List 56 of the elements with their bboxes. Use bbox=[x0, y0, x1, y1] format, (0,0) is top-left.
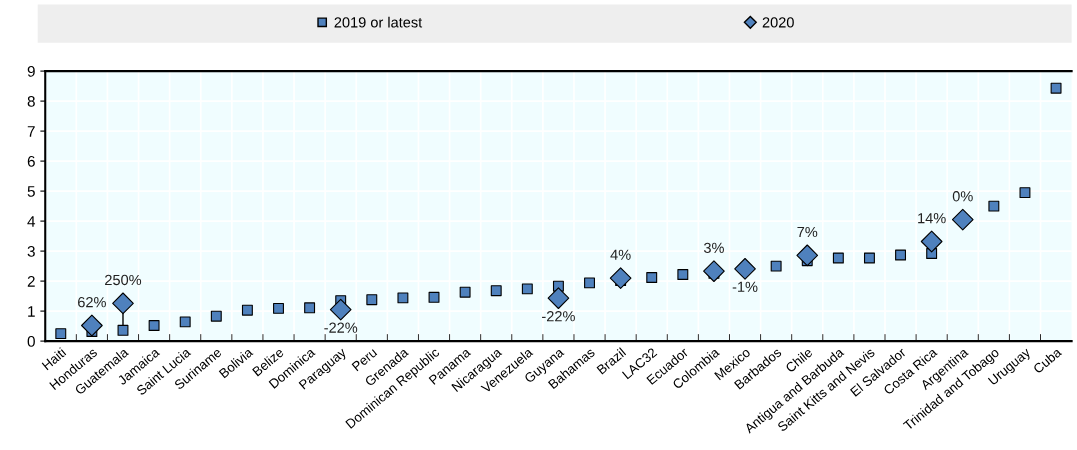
legend-label: 2020 bbox=[762, 17, 794, 28]
annotation: 14% bbox=[918, 213, 946, 224]
y-tick-label: 4 bbox=[27, 216, 36, 227]
point bbox=[703, 260, 725, 283]
y-tick-label: 2 bbox=[27, 275, 35, 287]
point bbox=[241, 304, 253, 316]
annotation: 7% bbox=[797, 226, 818, 238]
point bbox=[988, 200, 1000, 212]
y-tick-label: 5 bbox=[27, 186, 35, 197]
point bbox=[112, 292, 134, 315]
point bbox=[521, 283, 533, 295]
y-tick-label: 1 bbox=[28, 306, 35, 317]
point bbox=[951, 208, 974, 231]
point bbox=[55, 328, 67, 340]
y-tick-label: 3 bbox=[27, 245, 35, 257]
point bbox=[734, 257, 756, 280]
legend-label: 2019 or latest bbox=[334, 16, 423, 28]
point bbox=[366, 294, 378, 306]
point bbox=[329, 298, 352, 321]
annotation: 250% bbox=[105, 274, 142, 286]
annotation: 3% bbox=[703, 242, 724, 254]
point bbox=[273, 302, 284, 314]
point bbox=[646, 272, 658, 283]
point bbox=[490, 285, 502, 297]
point bbox=[863, 252, 875, 264]
y-tick-label: 7 bbox=[27, 126, 35, 137]
annotation: 0% bbox=[952, 191, 973, 202]
annotation: 62% bbox=[78, 297, 106, 308]
point bbox=[428, 291, 440, 303]
annotation: -1% bbox=[732, 281, 758, 292]
annotation: -22% bbox=[324, 322, 358, 333]
point bbox=[1019, 187, 1031, 199]
point bbox=[920, 230, 943, 253]
y-tick-label: 0 bbox=[27, 335, 35, 347]
point bbox=[81, 314, 103, 337]
point bbox=[609, 267, 632, 289]
point bbox=[584, 277, 595, 289]
point bbox=[210, 310, 222, 322]
point bbox=[895, 249, 907, 261]
point bbox=[117, 324, 129, 336]
y-tick-label: 6 bbox=[27, 155, 35, 167]
point bbox=[796, 244, 819, 267]
y-tick-label: 8 bbox=[27, 95, 35, 107]
annotation: 4% bbox=[610, 249, 631, 260]
point bbox=[1050, 82, 1062, 94]
y-tick-label: 9 bbox=[27, 65, 35, 77]
point bbox=[677, 269, 689, 280]
point bbox=[770, 260, 782, 272]
annotation: -22% bbox=[542, 311, 575, 322]
point bbox=[832, 252, 844, 264]
point bbox=[547, 287, 570, 310]
point bbox=[148, 320, 160, 331]
point bbox=[459, 286, 471, 298]
point bbox=[397, 292, 409, 304]
point bbox=[179, 316, 191, 328]
point bbox=[304, 302, 316, 314]
